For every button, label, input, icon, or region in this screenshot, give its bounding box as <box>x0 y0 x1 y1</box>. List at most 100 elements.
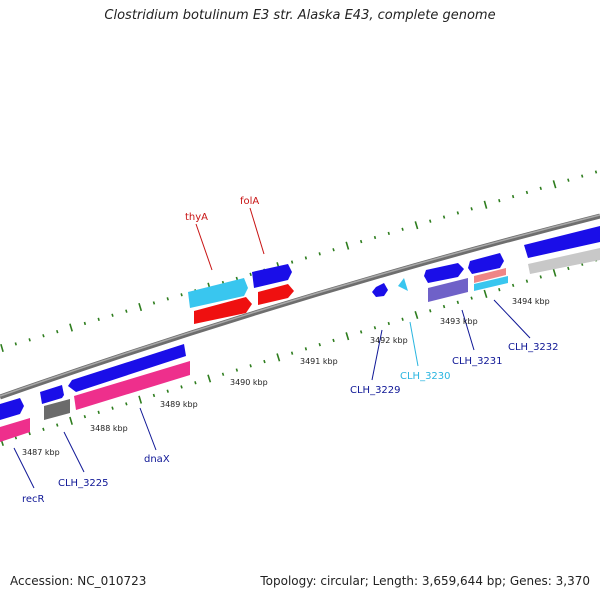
inner-tick-minor <box>235 368 239 372</box>
outer-tick-minor <box>401 227 404 231</box>
inner-tick-minor <box>359 330 363 334</box>
outer-tick-minor <box>387 231 390 236</box>
outer-tick-minor <box>97 317 100 322</box>
outer-tick-minor <box>567 178 570 182</box>
inner-tick-minor <box>456 300 460 305</box>
inner-tick-minor <box>249 364 252 368</box>
ruler-label-3487: 3487 kbp <box>22 448 60 457</box>
ruler-label-3492: 3492 kbp <box>370 336 408 345</box>
outer-tick-minor <box>235 276 239 281</box>
inner-tick-major <box>552 268 557 277</box>
ruler-label-3488: 3488 kbp <box>90 424 128 433</box>
outer-tick-minor <box>498 198 501 203</box>
inner-tick-minor <box>442 304 446 309</box>
gene-lightgrey-right[interactable] <box>528 248 600 274</box>
gene-CLH_3232-blue-small[interactable] <box>468 253 504 274</box>
outer-tick-minor <box>470 207 473 211</box>
inner-tick-minor <box>401 317 404 321</box>
gene-CLH_3232-salmon[interactable] <box>474 268 506 283</box>
label-dnaX: dnaX <box>144 454 170 465</box>
outer-tick-minor <box>125 309 128 313</box>
inner-tick-minor <box>152 393 156 398</box>
outer-tick-minor <box>456 211 460 215</box>
inner-tick-minor <box>97 410 100 415</box>
gene-blue-small-3225[interactable] <box>40 385 64 404</box>
gene-folA-blue[interactable] <box>252 264 292 288</box>
outer-tick-minor <box>83 321 87 326</box>
label-CLH_3229: CLH_3229 <box>350 385 401 396</box>
inner-tick-minor <box>290 351 294 355</box>
outer-tick-minor <box>249 272 252 277</box>
gene-callout-lines <box>13 299 531 489</box>
inner-tick-minor <box>42 427 45 431</box>
inner-tick-minor <box>318 342 321 347</box>
outer-tick-major <box>138 302 143 312</box>
inner-tick-minor <box>429 309 432 313</box>
label-CLH_3230: CLH_3230 <box>400 371 451 382</box>
outer-tick-minor <box>28 338 31 342</box>
outer-tick-minor <box>290 260 294 264</box>
outer-tick-minor <box>442 215 446 219</box>
outer-tick-minor <box>581 174 584 178</box>
outer-tick-minor <box>304 256 308 260</box>
genome-title: Clostridium botulinum E3 str. Alaska E43… <box>104 8 496 23</box>
outer-tick-minor <box>359 239 363 244</box>
inner-tick-major <box>207 374 212 383</box>
gene-CLH_3231[interactable] <box>428 278 468 302</box>
gene-thyA[interactable] <box>188 278 248 308</box>
outer-tick-major <box>414 221 419 230</box>
ruler-label-3493: 3493 kbp <box>440 317 478 326</box>
label-CLH_3231: CLH_3231 <box>452 356 503 367</box>
genome-backbone-highlight <box>0 214 600 397</box>
inner-tick-minor <box>387 321 390 326</box>
inner-tick-major <box>414 310 419 320</box>
outer-tick-minor <box>539 186 542 191</box>
inner-tick-minor <box>180 385 183 389</box>
label-CLH_3225: CLH_3225 <box>58 478 109 489</box>
genome-backbone <box>0 213 600 400</box>
gene-recR[interactable] <box>0 418 30 442</box>
gene-CLH_3232-cyan[interactable] <box>474 276 508 291</box>
inner-tick-minor <box>125 402 128 406</box>
gene-dnaX[interactable] <box>74 361 190 410</box>
gene-CLH_3231-blue[interactable] <box>424 263 464 283</box>
label-folA: folA <box>240 196 259 207</box>
inner-tick-minor <box>166 389 169 393</box>
label-CLH_3232: CLH_3232 <box>508 342 559 353</box>
inner-tick-major <box>69 416 73 425</box>
inner-tick-minor <box>332 338 335 343</box>
gene-CLH_3230[interactable] <box>398 278 408 291</box>
outer-tick-minor <box>111 313 114 317</box>
outer-tick-minor <box>594 170 598 174</box>
inner-tick-minor <box>304 347 308 351</box>
gene-dnaX-blue[interactable] <box>68 344 186 392</box>
label-thyA: thyA <box>185 212 208 223</box>
gene-CLH_3225[interactable] <box>44 399 70 420</box>
inner-tick-minor <box>511 283 515 288</box>
inner-tick-minor <box>539 275 542 279</box>
inner-tick-minor <box>498 287 501 292</box>
ruler-labels: 3487 kbp 3488 kbp 3489 kbp 3490 kbp 3491… <box>22 297 550 457</box>
genome-summary-text: Topology: circular; Length: 3,659,644 bp… <box>260 574 590 588</box>
outer-tick-major <box>69 323 73 332</box>
ruler-label-3490: 3490 kbp <box>230 378 268 387</box>
outer-tick-minor <box>56 329 59 334</box>
outer-tick-minor <box>525 190 529 195</box>
inner-tick-minor <box>83 414 87 419</box>
gene-CLH_3232[interactable] <box>524 226 600 258</box>
inner-tick-track <box>0 258 598 447</box>
gene-thyA-red[interactable] <box>194 297 252 324</box>
inner-tick-minor <box>221 372 225 376</box>
outer-tick-track <box>0 170 598 353</box>
ruler-label-3489: 3489 kbp <box>160 400 198 409</box>
gene-folA[interactable] <box>258 284 294 305</box>
outer-tick-minor <box>318 252 321 256</box>
inner-tick-major <box>138 395 143 404</box>
gene-blue-left-edge[interactable] <box>0 398 24 420</box>
inner-tick-major <box>345 332 350 341</box>
ruler-label-3494: 3494 kbp <box>512 297 550 306</box>
inner-tick-major <box>276 353 281 362</box>
gene-CLH_3229[interactable] <box>372 283 388 297</box>
outer-tick-minor <box>14 342 17 346</box>
